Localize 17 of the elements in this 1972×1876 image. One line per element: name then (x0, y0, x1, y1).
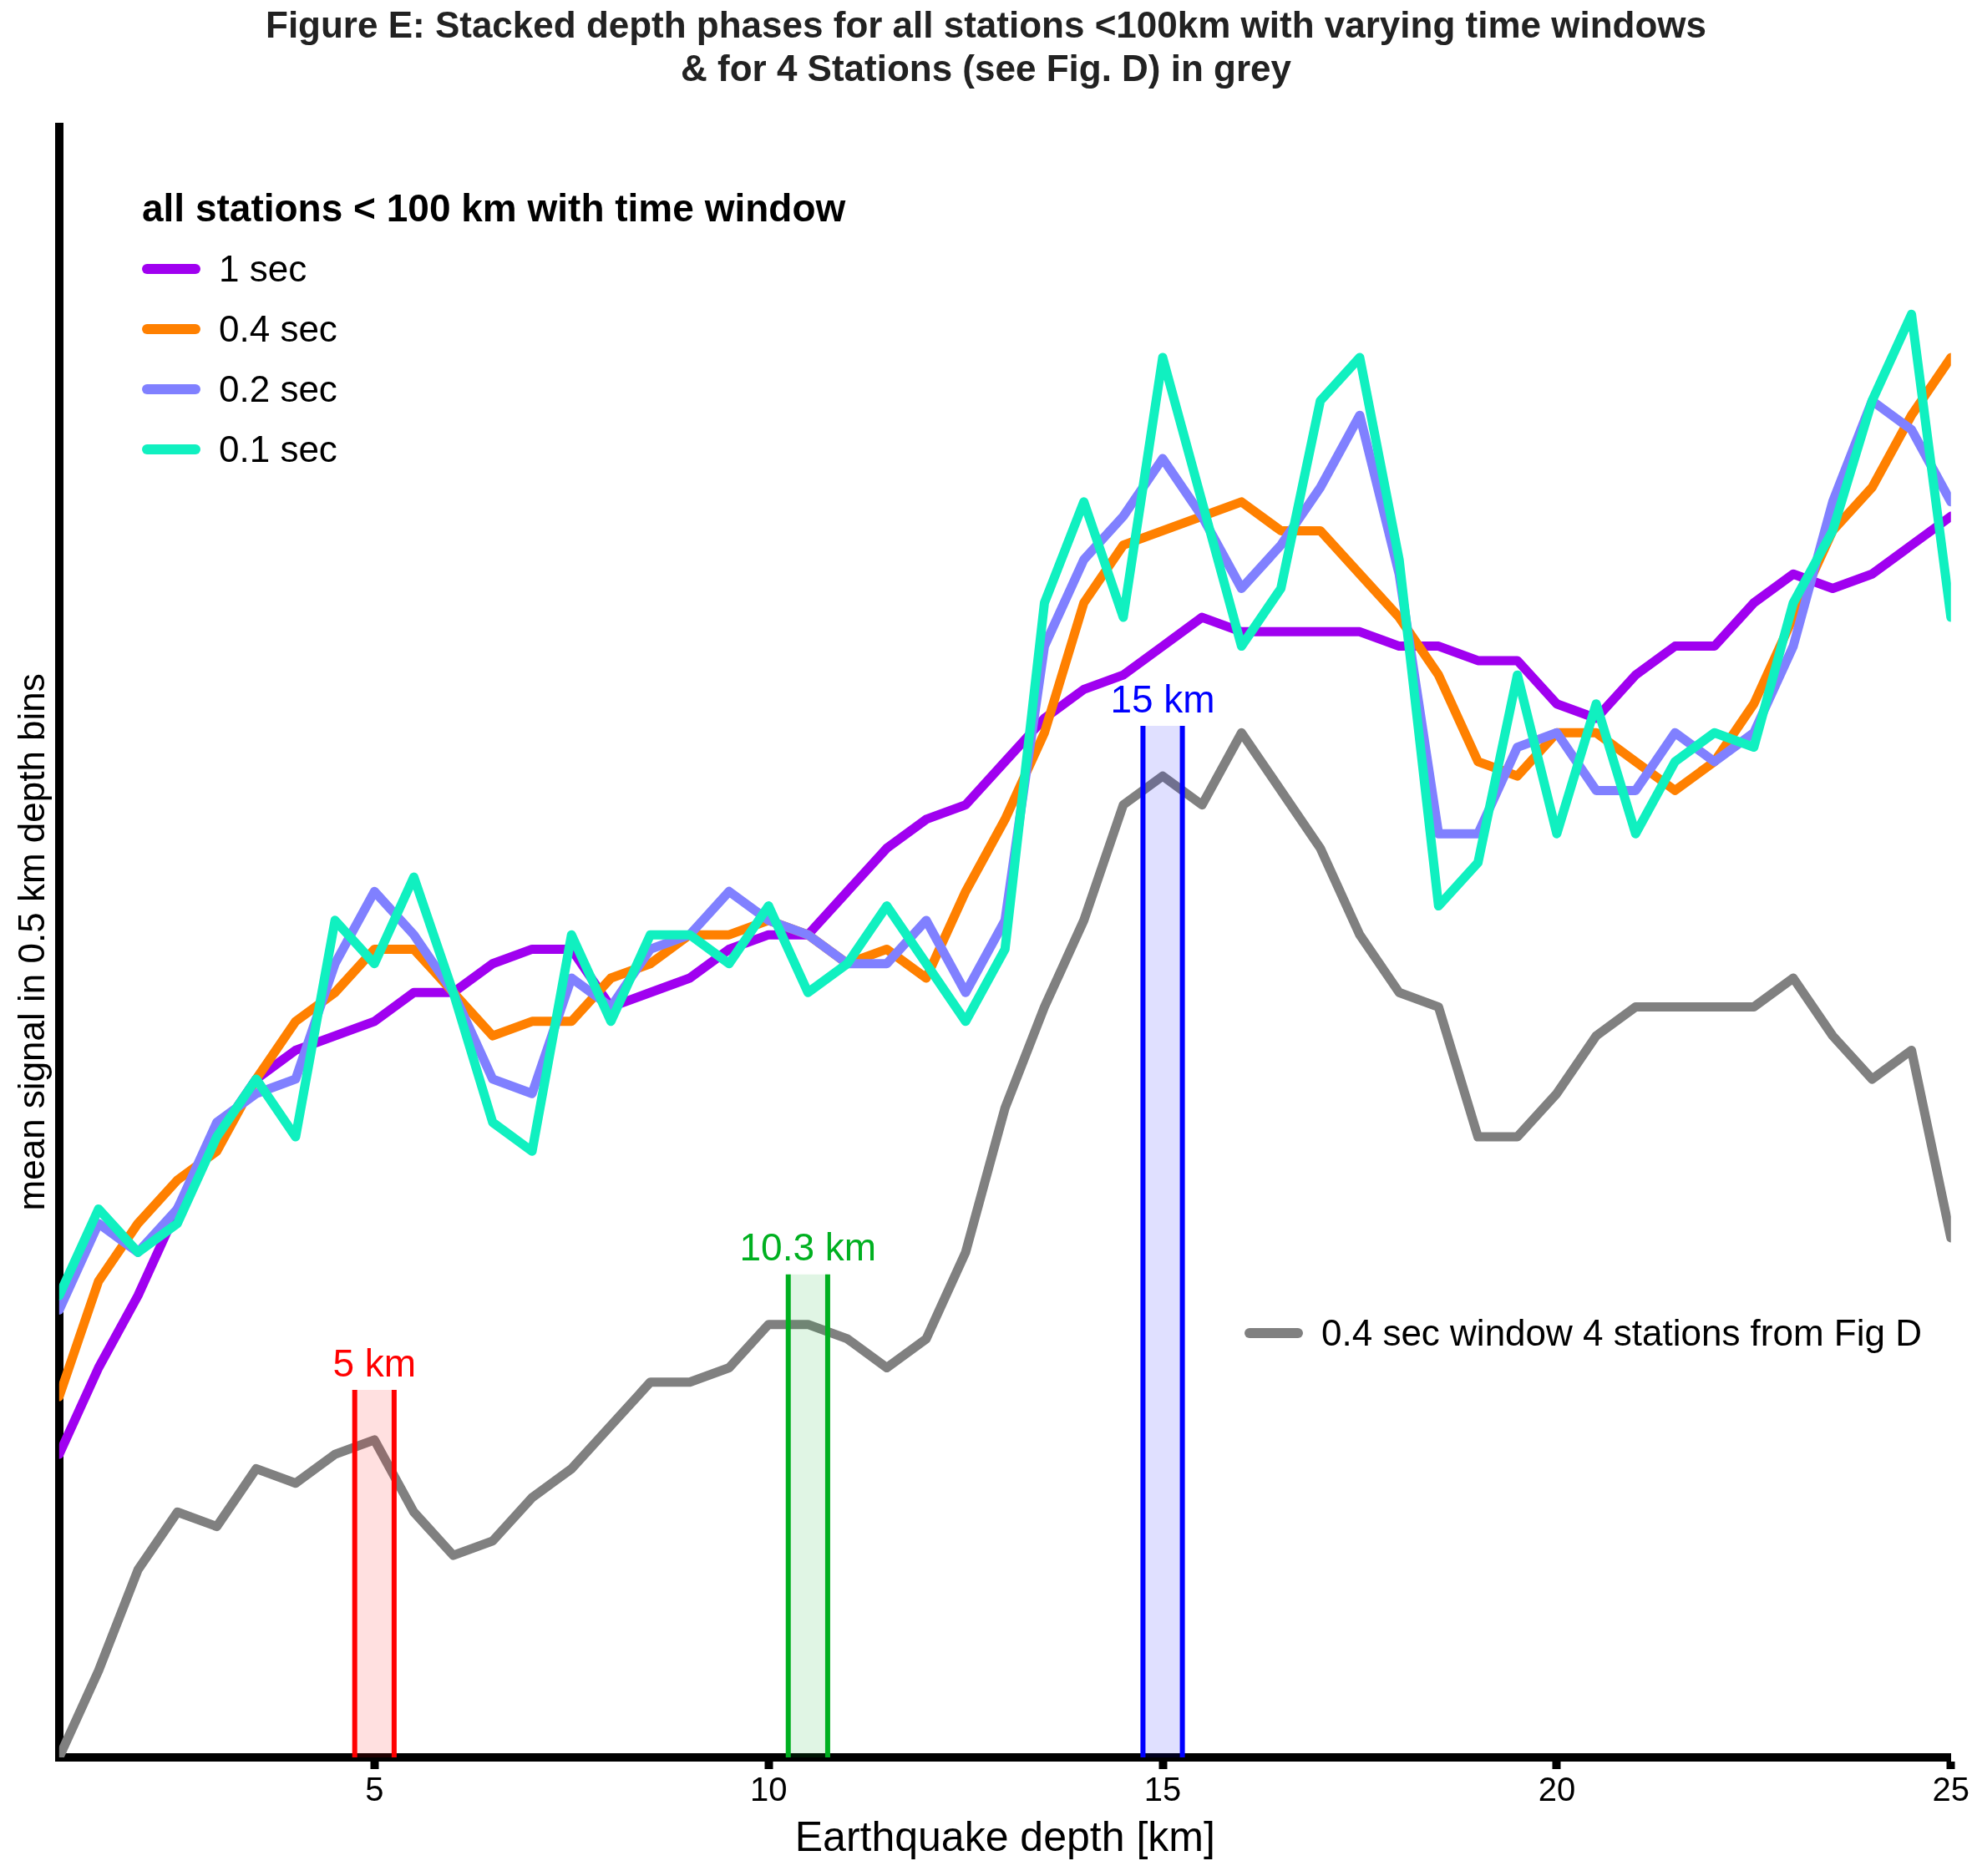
x-tick-label: 10 (749, 1771, 788, 1808)
x-tick-label: 20 (1538, 1771, 1576, 1808)
band-label: 5 km (332, 1341, 417, 1385)
legend-label: 1 sec (219, 248, 307, 290)
legend-title: all stations < 100 km with time window (142, 185, 846, 231)
band-label: 10.3 km (739, 1225, 877, 1270)
band-label: 15 km (1110, 677, 1215, 721)
legend-label: 0.1 sec (219, 428, 337, 470)
x-tick-label: 25 (1932, 1771, 1969, 1808)
legend-label: 0.2 sec (219, 368, 337, 410)
chart-title: Figure E: Stacked depth phases for all stations <100km with varying time windows & for 4 Stations (see Fig. D) in grey (265, 3, 1707, 89)
x-tick-label: 15 (1143, 1771, 1182, 1808)
x-tick-label: 5 (365, 1771, 384, 1808)
y-axis-title: mean signal in 0.5 km depth bins (10, 673, 52, 1211)
x-axis-title: Earthquake depth [km] (794, 1813, 1215, 1860)
legend-label: 0.4 sec window 4 stations from Fig D (1321, 1312, 1922, 1354)
legend-label: 0.4 sec (219, 308, 337, 350)
